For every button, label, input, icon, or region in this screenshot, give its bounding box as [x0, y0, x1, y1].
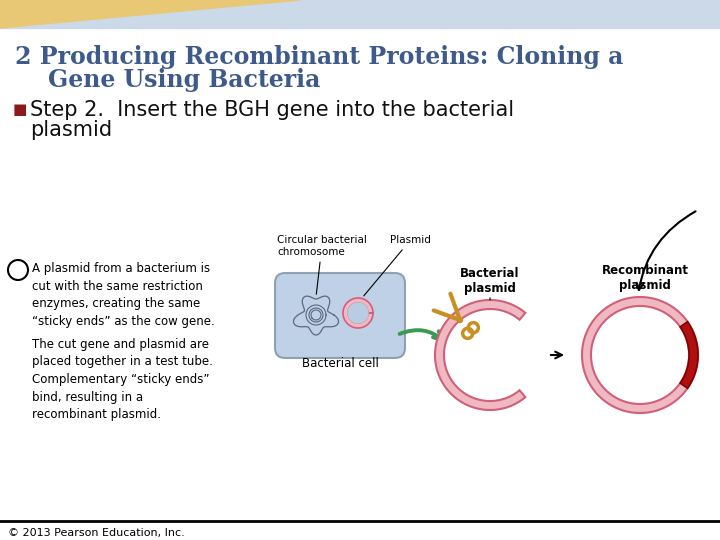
Polygon shape: [680, 322, 698, 388]
Circle shape: [8, 260, 28, 280]
Text: Recombinant
plasmid: Recombinant plasmid: [601, 264, 688, 292]
Text: Circular bacterial
chromosome: Circular bacterial chromosome: [277, 235, 367, 294]
Text: Gene Using Bacteria: Gene Using Bacteria: [15, 68, 320, 92]
Text: A plasmid from a bacterium is
cut with the same restriction
enzymes, creating th: A plasmid from a bacterium is cut with t…: [32, 262, 215, 327]
FancyBboxPatch shape: [275, 273, 405, 358]
Text: The cut gene and plasmid are
placed together in a test tube.
Complementary “stic: The cut gene and plasmid are placed toge…: [32, 338, 213, 421]
Circle shape: [457, 318, 462, 322]
Text: Bacterial cell: Bacterial cell: [302, 357, 379, 370]
Text: Step 2.  Insert the BGH gene into the bacterial: Step 2. Insert the BGH gene into the bac…: [30, 100, 514, 120]
Text: © 2013 Pearson Education, Inc.: © 2013 Pearson Education, Inc.: [8, 528, 185, 538]
Text: Plasmid: Plasmid: [364, 235, 431, 296]
Text: ■: ■: [13, 102, 27, 117]
Text: 2: 2: [14, 265, 22, 275]
Polygon shape: [435, 300, 526, 410]
Circle shape: [348, 303, 368, 323]
Polygon shape: [343, 298, 373, 328]
Text: 2 Producing Recombinant Proteins: Cloning a: 2 Producing Recombinant Proteins: Clonin…: [15, 45, 624, 69]
Text: Bacterial
plasmid: Bacterial plasmid: [460, 267, 520, 295]
Text: plasmid: plasmid: [30, 120, 112, 140]
Polygon shape: [582, 297, 698, 413]
Polygon shape: [0, 0, 720, 28]
Polygon shape: [0, 0, 300, 28]
Text: tBGH: tBGH: [681, 350, 706, 360]
